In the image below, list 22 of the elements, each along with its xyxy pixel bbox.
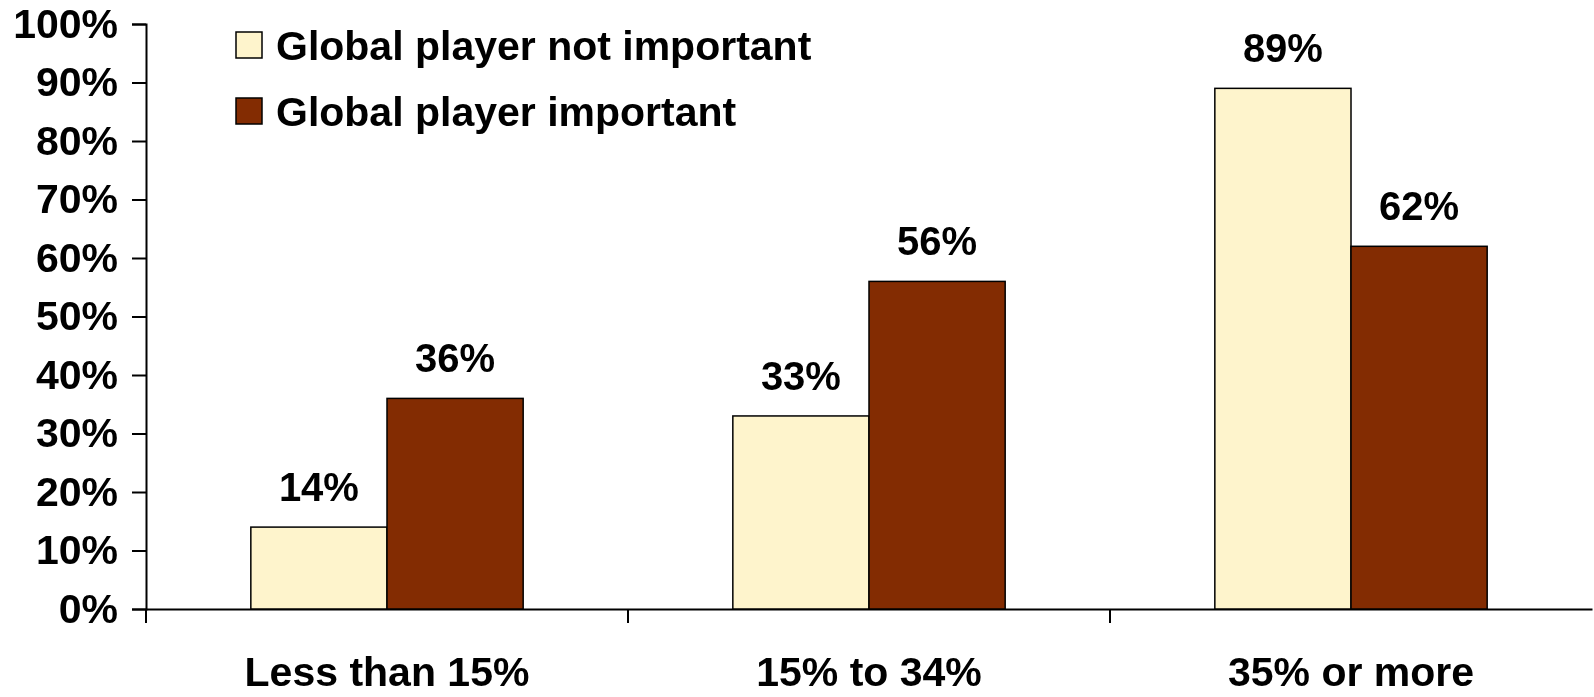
y-tick-label: 30% — [35, 410, 118, 457]
y-tick-label: 20% — [35, 468, 118, 515]
y-tick-label: 70% — [35, 176, 118, 223]
y-tick-label: 90% — [35, 59, 118, 106]
x-tick-label: 35% or more — [1227, 649, 1475, 696]
legend-label: Global player not important — [276, 23, 812, 69]
y-tick-label: 40% — [35, 351, 118, 398]
data-label: 62% — [1379, 184, 1460, 229]
x-tick-label: Less than 15% — [244, 649, 530, 696]
x-tick-label: 15% to 34% — [756, 649, 982, 696]
y-tick-label: 50% — [35, 293, 118, 340]
y-tick-label: 100% — [13, 0, 118, 47]
data-label: 33% — [760, 353, 841, 398]
data-label: 89% — [1242, 26, 1323, 71]
y-tick-label: 0% — [58, 585, 118, 632]
y-tick-label: 10% — [35, 527, 118, 574]
data-label: 14% — [278, 465, 359, 510]
legend-label: Global player important — [276, 89, 737, 135]
y-tick-label: 60% — [35, 234, 118, 281]
y-tick-label: 80% — [35, 117, 118, 164]
data-label: 56% — [897, 219, 978, 264]
data-label: 36% — [415, 336, 496, 381]
